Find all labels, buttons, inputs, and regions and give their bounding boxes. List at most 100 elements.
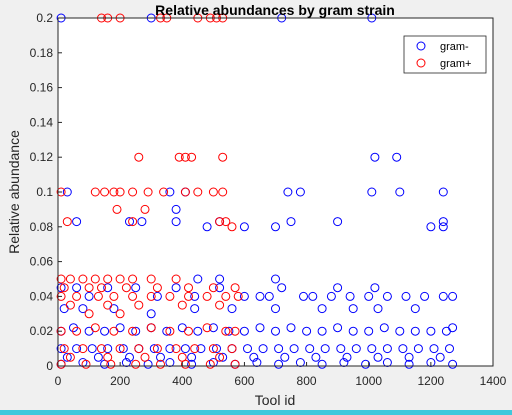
data-point bbox=[149, 344, 159, 354]
data-point bbox=[65, 300, 75, 310]
data-point bbox=[62, 217, 72, 227]
data-point bbox=[271, 274, 280, 284]
data-point bbox=[438, 217, 448, 227]
y-tick-label: 0 bbox=[46, 359, 53, 373]
data-point bbox=[165, 344, 175, 354]
data-point bbox=[202, 291, 212, 301]
data-point bbox=[125, 217, 134, 227]
data-point bbox=[274, 359, 284, 369]
data-point bbox=[56, 291, 66, 301]
data-point bbox=[205, 359, 215, 369]
legend-marker-gram-minus bbox=[416, 41, 426, 51]
data-point bbox=[171, 344, 181, 354]
data-point bbox=[333, 217, 343, 227]
data-point bbox=[308, 291, 318, 301]
data-point bbox=[180, 187, 190, 197]
data-point bbox=[128, 274, 138, 284]
data-point bbox=[128, 217, 138, 227]
data-point bbox=[134, 300, 144, 310]
data-point bbox=[326, 291, 336, 301]
data-point bbox=[171, 204, 181, 214]
data-point bbox=[221, 291, 231, 301]
y-tick-label: 0.04 bbox=[30, 289, 54, 303]
data-point bbox=[230, 359, 240, 369]
data-point bbox=[84, 291, 94, 301]
data-point bbox=[165, 187, 175, 197]
data-point bbox=[367, 344, 377, 354]
data-point bbox=[367, 187, 377, 197]
data-point bbox=[373, 304, 383, 314]
data-point bbox=[93, 352, 103, 362]
data-point bbox=[56, 187, 66, 197]
data-point bbox=[401, 291, 411, 301]
data-point bbox=[121, 283, 131, 293]
data-point bbox=[227, 222, 237, 232]
data-point bbox=[299, 291, 308, 301]
data-point bbox=[125, 352, 134, 362]
data-point bbox=[140, 204, 150, 214]
data-point bbox=[93, 291, 103, 301]
data-point bbox=[435, 352, 445, 362]
data-point bbox=[373, 352, 383, 362]
data-point bbox=[283, 187, 293, 197]
data-point bbox=[187, 352, 197, 362]
series-gram-plus bbox=[56, 13, 243, 369]
data-point bbox=[97, 344, 106, 354]
data-point bbox=[243, 344, 252, 354]
x-tick-label: 1200 bbox=[418, 374, 445, 388]
y-axis-label: Relative abundance bbox=[6, 130, 22, 254]
data-point bbox=[395, 187, 405, 197]
data-point bbox=[227, 344, 237, 354]
series-gram-minus bbox=[56, 13, 458, 369]
data-point bbox=[112, 204, 122, 214]
data-point bbox=[255, 291, 265, 301]
data-point bbox=[115, 187, 125, 197]
data-point bbox=[115, 274, 125, 284]
data-point bbox=[426, 326, 436, 336]
data-point bbox=[131, 326, 141, 336]
data-point bbox=[410, 304, 420, 314]
data-point bbox=[274, 344, 284, 354]
data-point bbox=[336, 344, 346, 354]
data-point bbox=[152, 344, 162, 354]
data-point bbox=[72, 344, 82, 354]
data-point bbox=[165, 291, 175, 301]
data-point bbox=[196, 344, 206, 354]
data-point bbox=[152, 283, 162, 293]
data-point bbox=[165, 326, 175, 336]
data-point bbox=[438, 291, 448, 301]
data-point bbox=[177, 300, 187, 310]
data-point bbox=[221, 326, 231, 336]
y-axis: 0 0.02 0.04 0.06 0.08 0.1 0.12 0.14 0.16 0.18 0.2 bbox=[30, 11, 62, 373]
legend-label-gram-plus: gram+ bbox=[440, 58, 472, 70]
data-point bbox=[302, 326, 312, 336]
data-point bbox=[342, 352, 352, 362]
data-point bbox=[382, 291, 392, 301]
x-tick-label: 400 bbox=[172, 374, 192, 388]
data-point bbox=[128, 326, 138, 336]
data-point bbox=[413, 344, 423, 354]
y-tick-label: 0.12 bbox=[30, 150, 54, 164]
data-point bbox=[190, 291, 200, 301]
data-point bbox=[224, 326, 234, 336]
legend: gram- gram+ bbox=[403, 35, 487, 74]
window-bottom-strip bbox=[0, 410, 512, 415]
data-point bbox=[320, 344, 330, 354]
data-point bbox=[193, 187, 203, 197]
data-point bbox=[404, 352, 414, 362]
data-point bbox=[106, 359, 116, 369]
data-point bbox=[420, 291, 430, 301]
data-point bbox=[438, 222, 448, 232]
data-point bbox=[87, 344, 97, 354]
legend-label-gram-minus: gram- bbox=[440, 41, 469, 53]
data-point bbox=[159, 187, 169, 197]
data-point bbox=[115, 309, 125, 319]
data-point bbox=[370, 152, 380, 162]
data-point bbox=[156, 352, 165, 362]
data-point bbox=[445, 344, 454, 354]
y-tick-label: 0.16 bbox=[30, 81, 54, 95]
data-point bbox=[404, 359, 414, 369]
y-tick-label: 0.1 bbox=[36, 185, 53, 199]
